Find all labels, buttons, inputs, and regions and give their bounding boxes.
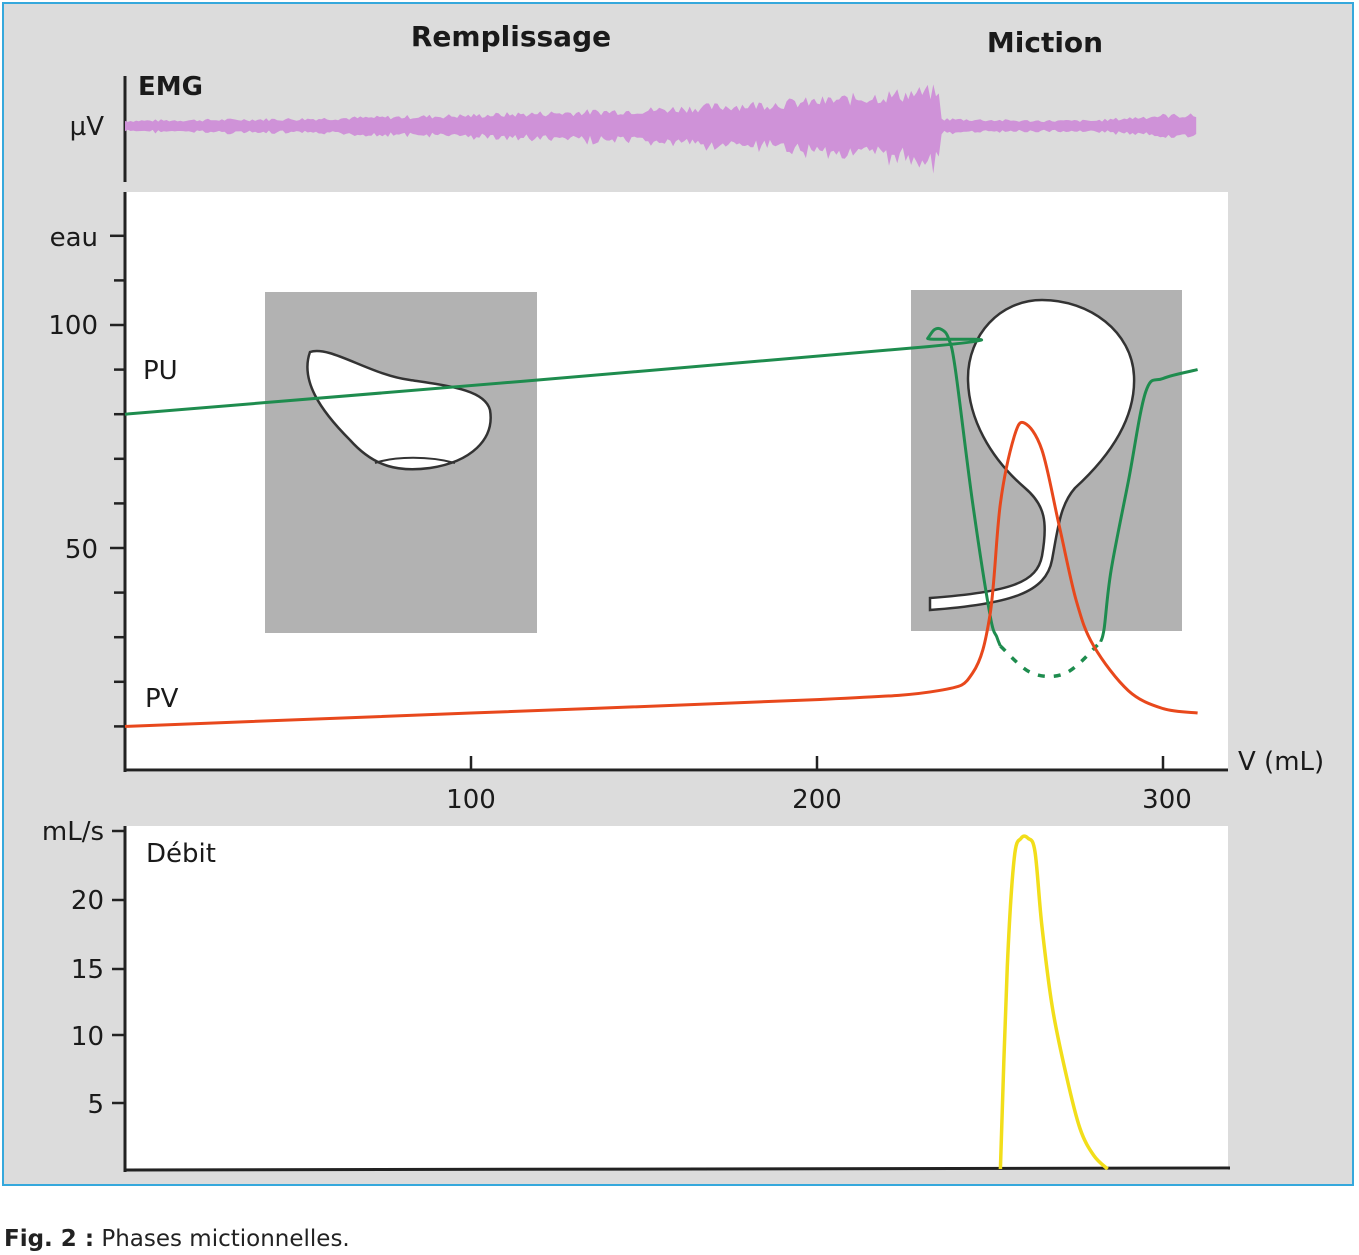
pressure-ytick-50: 50 <box>65 535 98 565</box>
pu-series-line <box>124 326 1198 647</box>
flow-ytick-5: 5 <box>87 1090 104 1120</box>
pressure-xlabel: V (mL) <box>1238 747 1324 777</box>
pressure-minor-ticks <box>110 234 1165 771</box>
phase-filling-label: Remplissage <box>411 20 611 53</box>
emg-label: EMG <box>138 72 203 102</box>
caption-label: Fig. 2 : <box>4 1226 95 1252</box>
pu-series-dashed <box>999 640 1102 679</box>
pressure-ylabel: eau <box>50 223 98 253</box>
pu-series-label: PU <box>143 356 178 386</box>
caption-text: Phases mictionnelles. <box>101 1226 350 1252</box>
bladder-neck-closed-icon <box>374 456 456 464</box>
filling-bladder-icon <box>306 349 492 471</box>
emg-unit: µV <box>70 112 105 142</box>
pressure-ytick-100: 100 <box>48 311 98 341</box>
flow-ylabel: mL/s <box>42 817 104 847</box>
xtick-100: 100 <box>446 785 496 815</box>
voiding-bladder-icon <box>928 298 1136 612</box>
flow-ytick-15: 15 <box>71 955 104 985</box>
phase-voiding-label: Miction <box>987 26 1103 59</box>
pv-series-label: PV <box>145 684 179 714</box>
flow-x-axis <box>124 1166 1231 1172</box>
flow-title: Débit <box>146 839 216 869</box>
flow-ytick-10: 10 <box>71 1022 104 1052</box>
flow-ytick-20: 20 <box>71 886 104 916</box>
emg-signal <box>125 84 1197 174</box>
xtick-300: 300 <box>1142 785 1192 815</box>
pv-series-line <box>124 420 1198 728</box>
flow-panel <box>125 826 1228 1170</box>
flow-series-line <box>998 834 1109 1171</box>
xtick-200: 200 <box>792 785 842 815</box>
figure-canvas: Remplissage Miction EMG µV eau 100 50 10… <box>42 20 1324 1172</box>
figure-caption: Fig. 2 : Phases mictionnelles. <box>4 1226 350 1252</box>
